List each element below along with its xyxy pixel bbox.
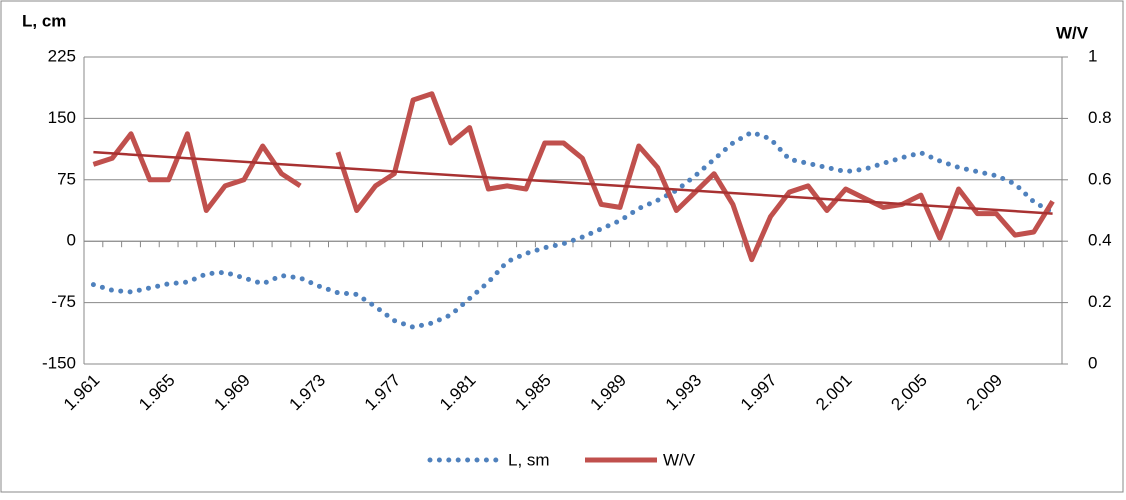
y2-tick-label: 0	[1088, 353, 1097, 372]
y-tick-label: -150	[42, 353, 76, 372]
y2-tick-label: 0.4	[1088, 231, 1112, 250]
y2-tick-label: 0.8	[1088, 108, 1112, 127]
y-tick-label: 225	[48, 46, 76, 65]
y-axis-title: L, cm	[22, 11, 66, 30]
y-tick-label: 75	[57, 169, 76, 188]
series-line	[90, 129, 1056, 330]
y2-tick-label: 0.2	[1088, 292, 1112, 311]
y2-tick-label: 1	[1088, 46, 1097, 65]
y2-axis-title: W/V	[1056, 23, 1089, 42]
y-tick-label: 0	[67, 231, 76, 250]
y-tick-label: 150	[48, 108, 76, 127]
y2-tick-label: 0.6	[1088, 169, 1112, 188]
legend-label: W/V	[663, 450, 696, 469]
trendline	[93, 150, 1053, 215]
series-line	[92, 91, 1055, 263]
y-tick-label: -75	[51, 292, 76, 311]
legend-label: L, sm	[508, 450, 550, 469]
